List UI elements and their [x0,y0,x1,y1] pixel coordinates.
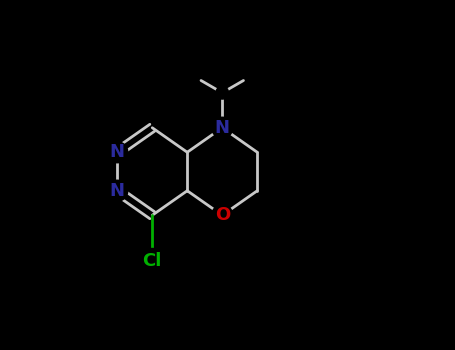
Text: N: N [215,119,230,137]
Circle shape [140,248,165,273]
Circle shape [216,86,228,99]
Circle shape [212,205,233,226]
Text: O: O [215,206,230,224]
Circle shape [107,142,128,163]
Text: N: N [110,143,125,161]
Text: Cl: Cl [142,252,162,270]
Circle shape [107,180,128,201]
Circle shape [212,117,233,138]
Text: N: N [110,182,125,200]
